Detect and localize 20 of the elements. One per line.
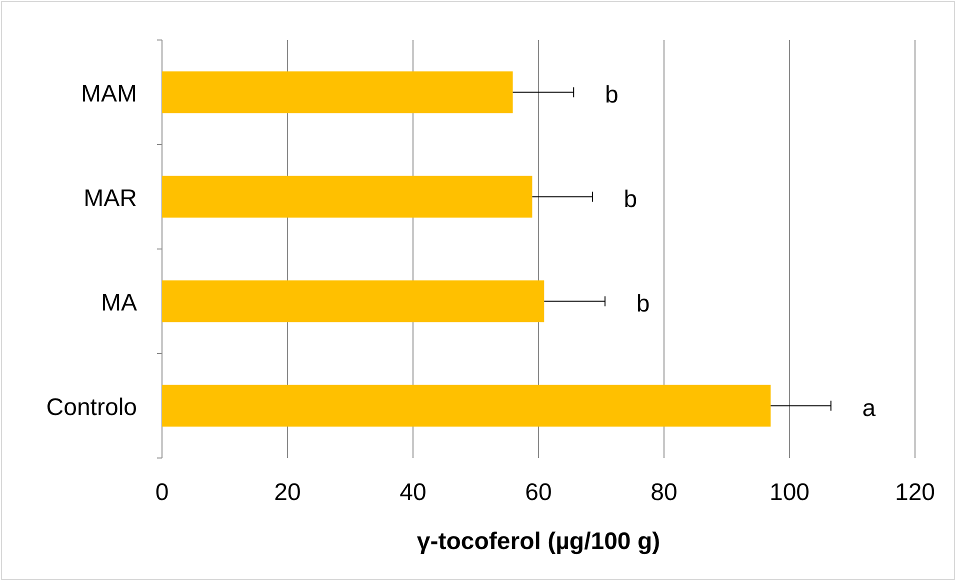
annotation: b [636,290,650,318]
y-tick-label: MAR [84,184,137,212]
x-tick-label: 120 [894,479,936,506]
x-tick-label: 40 [400,479,426,506]
y-tick-label: MAM [81,80,137,108]
x-tick-label: 60 [525,479,552,506]
x-tick-label: 0 [155,479,169,506]
bar [162,176,532,218]
bar [162,384,771,427]
annotation: a [862,394,876,422]
x-tick-label: 80 [650,479,678,506]
y-tick-label: MA [101,289,137,316]
annotation: b [624,186,638,213]
bar [162,71,513,114]
bar [162,280,544,322]
x-axis-title: γ-tocoferol (µg/100 g) [416,528,660,555]
annotation: b [604,81,618,108]
x-tick-label: 20 [274,479,301,506]
x-tick-label: 100 [769,479,810,506]
y-tick-label: Controlo [46,394,137,421]
